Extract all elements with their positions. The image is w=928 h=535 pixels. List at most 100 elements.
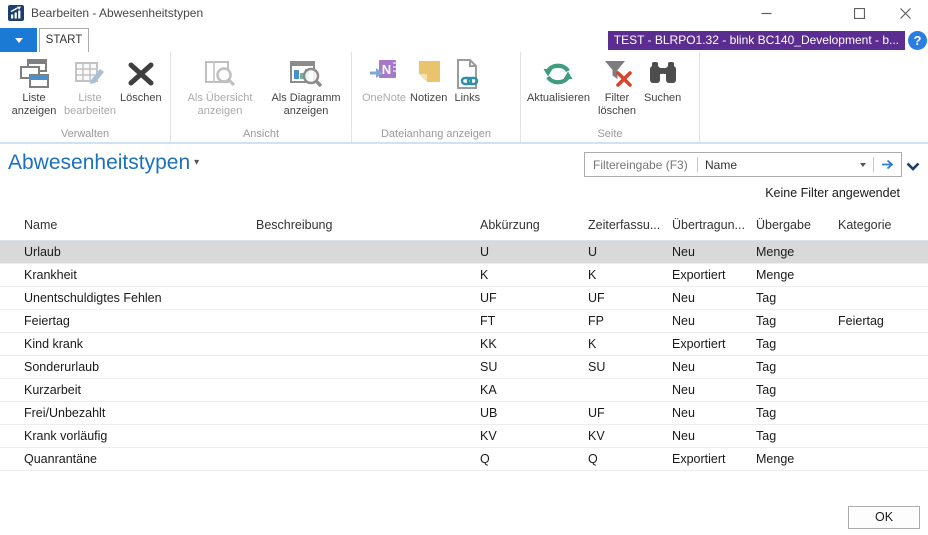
close-button[interactable] xyxy=(882,0,928,26)
ribbon: Liste anzeigen Liste bearbeiten Löschen … xyxy=(0,52,928,144)
table-cell: UB xyxy=(480,406,498,420)
button-label: Notizen xyxy=(410,92,448,104)
search-button[interactable]: Suchen xyxy=(642,56,683,107)
table-row[interactable]: Krankheit K K Exportiert Menge xyxy=(0,264,928,287)
table-row[interactable]: Urlaub U U Neu Menge xyxy=(0,241,928,264)
group-label-verwalten: Verwalten xyxy=(60,128,110,140)
table-cell: Neu xyxy=(672,429,695,443)
table-row[interactable]: Kind krank KK K Exportiert Tag xyxy=(0,333,928,356)
table-cell: Tag xyxy=(756,383,777,397)
table-cell: Menge xyxy=(756,268,795,282)
title-bar: Bearbeiten - Abwesenheitstypen xyxy=(0,0,928,26)
chevron-down-icon[interactable] xyxy=(860,162,866,167)
clear-filter-button[interactable]: Filter löschen xyxy=(592,56,642,120)
button-label: Als Diagramm anzeigen xyxy=(271,92,341,118)
table-cell: Neu xyxy=(672,406,695,420)
column-header[interactable]: Name xyxy=(24,218,58,232)
table-cell: Feiertag xyxy=(24,314,70,328)
table-cell: U xyxy=(480,245,490,259)
table-row[interactable]: Kurzarbeit KA Neu Tag xyxy=(0,379,928,402)
table-cell: Neu xyxy=(672,383,695,397)
edit-list-icon xyxy=(74,58,106,90)
column-header[interactable]: Übertragun... xyxy=(672,218,745,232)
table-cell: UF xyxy=(588,291,605,305)
filter-box: Filtereingabe (F3) Name xyxy=(584,152,902,177)
table-cell: Frei/Unbezahlt xyxy=(24,406,106,420)
table-row[interactable]: Quanrantäne Q Q Exportiert Menge xyxy=(0,448,928,471)
table-row[interactable]: Krank vorläufig KV KV Neu Tag xyxy=(0,425,928,448)
table-cell: Q xyxy=(480,452,490,466)
table-header-row: Name Beschreibung Abkürzung Zeiterfassu... Ü… xyxy=(0,210,928,241)
tab-start[interactable]: START xyxy=(39,28,89,52)
maximize-button[interactable] xyxy=(836,0,882,26)
view-as-chart-button[interactable]: Als Diagramm anzeigen xyxy=(263,56,349,120)
table-cell: UF xyxy=(480,291,497,305)
button-label: OneNote xyxy=(362,92,407,104)
table-row[interactable]: Sonderurlaub SU SU Neu Tag xyxy=(0,356,928,379)
table-cell: Neu xyxy=(672,314,695,328)
environment-badge: TEST - BLRPO1.32 - blink BC140_Developme… xyxy=(607,31,905,50)
table-cell: Menge xyxy=(756,452,795,466)
table-cell: Menge xyxy=(756,245,795,259)
table-row[interactable]: Feiertag FT FP Neu Tag Feiertag xyxy=(0,310,928,333)
column-header[interactable]: Zeiterfassu... xyxy=(588,218,661,232)
column-header[interactable]: Kategorie xyxy=(838,218,892,232)
show-list-button[interactable]: Liste anzeigen xyxy=(6,56,62,120)
svg-text:N: N xyxy=(382,62,391,77)
table-cell: Neu xyxy=(672,245,695,259)
column-header[interactable]: Abkürzung xyxy=(480,218,540,232)
table-cell: KV xyxy=(480,429,497,443)
column-header[interactable]: Beschreibung xyxy=(256,218,333,232)
application-menu-button[interactable] xyxy=(0,28,37,52)
ribbon-tab-row: START TEST - BLRPO1.32 - blink BC140_Dev… xyxy=(0,28,928,52)
button-label: Als Übersicht anzeigen xyxy=(187,92,253,118)
button-label: Aktualisieren xyxy=(527,92,590,104)
ribbon-group-seite: Aktualisieren Filter löschen xyxy=(521,52,700,142)
filter-field-select[interactable]: Name xyxy=(705,157,738,172)
table-row[interactable]: Frei/Unbezahlt UB UF Neu Tag xyxy=(0,402,928,425)
table-cell: Neu xyxy=(672,360,695,374)
filter-status: Keine Filter angewendet xyxy=(765,186,900,200)
view-chart-icon xyxy=(290,58,323,90)
notes-icon xyxy=(413,58,445,90)
ok-button[interactable]: OK xyxy=(848,506,920,529)
ribbon-group-verwalten: Liste anzeigen Liste bearbeiten Löschen … xyxy=(0,52,171,142)
button-label: Links xyxy=(454,92,481,104)
table-cell: Tag xyxy=(756,406,777,420)
column-header[interactable]: Übergabe xyxy=(756,218,811,232)
edit-list-button: Liste bearbeiten xyxy=(62,56,118,120)
button-label: Filter löschen xyxy=(598,92,636,118)
table-cell: Krank vorläufig xyxy=(24,429,108,443)
table-cell: Tag xyxy=(756,314,777,328)
table-cell: FP xyxy=(588,314,604,328)
refresh-button[interactable]: Aktualisieren xyxy=(525,56,592,107)
onenote-button: N OneNote xyxy=(360,56,408,107)
collapse-chevron-icon[interactable] xyxy=(906,158,922,171)
onenote-icon: N xyxy=(368,58,400,90)
refresh-icon xyxy=(542,58,574,90)
table-cell: SU xyxy=(588,360,606,374)
ribbon-group-ansicht: Als Übersicht anzeigen Als Diagramm anze… xyxy=(171,52,352,142)
table-cell: Sonderurlaub xyxy=(24,360,100,374)
table-body: Urlaub U U Neu Menge Krankheit K K Exportiert Men… xyxy=(0,241,928,471)
table-cell: Urlaub xyxy=(24,245,61,259)
help-icon[interactable]: ? xyxy=(908,31,927,50)
minimize-button[interactable] xyxy=(743,0,789,26)
group-label-ansicht: Ansicht xyxy=(242,128,280,140)
app-icon xyxy=(8,5,24,21)
filter-input[interactable]: Filtereingabe (F3) xyxy=(593,157,688,172)
delete-icon xyxy=(125,58,157,90)
table-row[interactable]: Unentschuldigtes Fehlen UF UF Neu Tag xyxy=(0,287,928,310)
notes-button[interactable]: Notizen xyxy=(408,56,449,107)
page-title[interactable]: Abwesenheitstypen ▾ xyxy=(8,151,199,175)
table-cell: Q xyxy=(588,452,598,466)
table-cell: K xyxy=(588,268,597,282)
divider xyxy=(873,157,874,172)
delete-button[interactable]: Löschen xyxy=(118,56,164,107)
apply-filter-button[interactable] xyxy=(874,153,901,176)
table-cell: Tag xyxy=(756,360,777,374)
table-cell: KV xyxy=(588,429,605,443)
links-button[interactable]: Links xyxy=(449,56,485,107)
view-as-overview-button: Als Übersicht anzeigen xyxy=(177,56,263,120)
table-cell: Kurzarbeit xyxy=(24,383,81,397)
